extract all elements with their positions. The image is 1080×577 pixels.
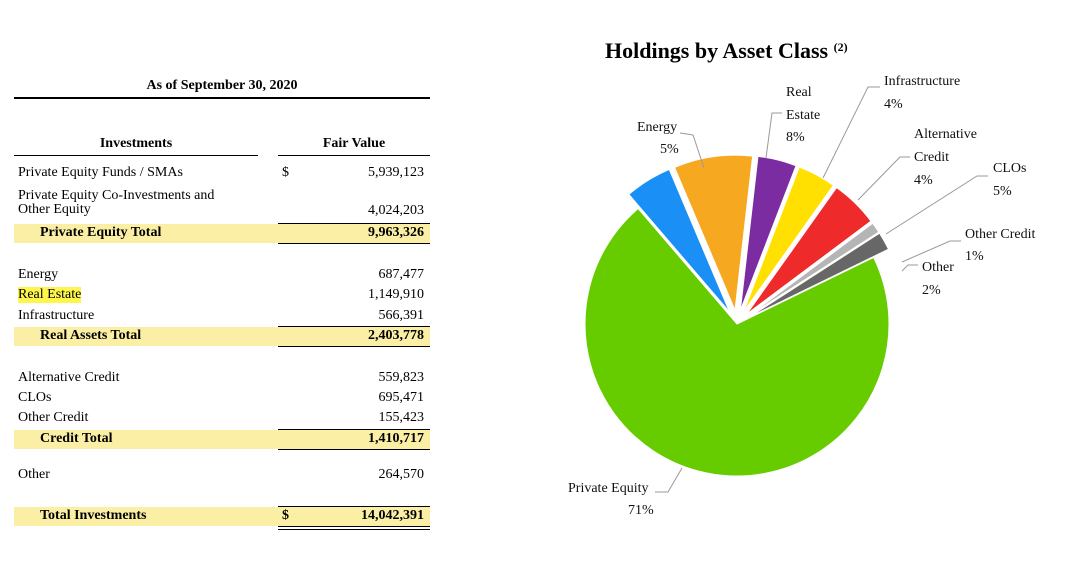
pie-slice-private-equity <box>584 207 890 477</box>
chart-title-footnote: (2) <box>833 40 848 54</box>
label-infrastructure-percent: 4% <box>884 97 903 112</box>
chart-title-text: Holdings by Asset Class <box>605 38 829 63</box>
total-rule <box>278 346 430 347</box>
chart-title: Holdings by Asset Class (2) <box>605 38 848 64</box>
row-label-line1: Private Equity Co-Investments and <box>18 188 215 203</box>
holdings-table: As of September 30, 2020 Investments Fai… <box>0 0 440 577</box>
pie-slice-infrastructure <box>739 155 797 311</box>
row-value: 687,477 <box>378 267 425 282</box>
label-private-equity-percent: 71% <box>628 503 654 518</box>
label-infrastructure: Infrastructure <box>884 74 960 89</box>
pie-slice-alternative-credit <box>743 166 835 312</box>
row-label: CLOs <box>18 390 52 405</box>
subtotal-rule <box>278 429 430 430</box>
leader-real-estate <box>765 112 782 159</box>
total-label: Credit Total <box>40 431 113 446</box>
row-label: Energy <box>18 267 59 282</box>
label-other: Other <box>922 260 954 275</box>
label-real-estate: Real <box>786 85 812 100</box>
row-label: Infrastructure <box>18 308 95 323</box>
label-other-credit-percent: 1% <box>965 249 984 264</box>
label-energy-percent: 5% <box>660 142 679 157</box>
real-assets-total-row: Real Assets Total 2,403,778 <box>14 326 430 347</box>
leader-other <box>901 264 918 272</box>
pie-chart-svg: Private Equity 71% Energy 5% Real Estate 8% Inf… <box>568 74 1035 518</box>
total-value: 1,410,717 <box>368 431 424 446</box>
header-rule <box>14 97 430 99</box>
pie-slice-clos <box>746 186 872 315</box>
currency-symbol: $ <box>282 165 289 180</box>
investments-header: Investments <box>99 136 173 151</box>
row-label: Private Equity Co-Investments and Other E… <box>18 189 214 217</box>
label-alternative-credit: Alternative <box>914 127 977 142</box>
label-other-credit: Other Credit <box>965 227 1035 242</box>
label-real-estate-percent: 8% <box>786 130 805 145</box>
total-value: 2,403,778 <box>368 328 424 343</box>
double-underline-rule <box>278 529 430 530</box>
pie-slice-other-credit <box>748 222 880 317</box>
total-rule <box>278 449 430 450</box>
pie-slice-other <box>748 232 890 318</box>
leader-other-credit <box>901 240 961 263</box>
row-value: 695,471 <box>378 390 425 405</box>
pie-slice-energy <box>628 168 731 313</box>
label-clos-percent: 5% <box>993 184 1012 199</box>
row-value: 1,149,910 <box>368 287 424 302</box>
investments-header-rule <box>14 155 258 156</box>
row-value: 264,570 <box>378 467 425 482</box>
row-value: 4,024,203 <box>368 203 424 218</box>
total-rule <box>278 243 430 244</box>
row-value: 566,391 <box>378 308 425 323</box>
leader-private-equity <box>655 467 683 493</box>
label-clos: CLOs <box>993 161 1026 176</box>
row-label: Private Equity Funds / SMAs <box>18 165 183 180</box>
row-value: 559,823 <box>378 370 425 385</box>
total-value: 9,963,326 <box>368 225 424 240</box>
total-label: Real Assets Total <box>40 328 142 343</box>
pie-slice-real-estate <box>673 154 754 313</box>
label-private-equity: Private Equity <box>568 481 649 496</box>
label-energy: Energy <box>637 120 677 135</box>
private-equity-total-row: Private Equity Total 9,963,326 <box>14 223 430 244</box>
table-row: Private Equity Co-Investments and Other E… <box>14 189 430 219</box>
row-value: 155,423 <box>378 410 425 425</box>
leader-clos <box>885 175 988 235</box>
row-label: Other Credit <box>18 410 89 425</box>
row-label-line2: Other Equity <box>18 202 91 217</box>
label-alternative-credit-percent: 4% <box>914 173 933 188</box>
total-label: Private Equity Total <box>40 225 162 240</box>
label-real-estate-2: Estate <box>786 108 820 123</box>
total-rule <box>278 526 430 527</box>
row-label: Alternative Credit <box>18 370 120 385</box>
leader-alternative-credit <box>857 156 910 201</box>
row-label: Real Estate <box>18 287 82 303</box>
holdings-pie-chart: Holdings by Asset Class (2) Private Equi… <box>540 0 1080 577</box>
as-of-date: As of September 30, 2020 <box>146 78 298 93</box>
subtotal-rule <box>278 326 430 327</box>
currency-symbol: $ <box>282 508 289 523</box>
row-label: Other <box>18 467 50 482</box>
subtotal-rule <box>278 506 430 507</box>
credit-total-row: Credit Total 1,410,717 <box>14 429 430 450</box>
subtotal-rule <box>278 223 430 224</box>
leader-infrastructure <box>822 86 880 179</box>
total-label: Total Investments <box>40 508 147 523</box>
label-other-percent: 2% <box>922 283 941 298</box>
label-alternative-credit-2: Credit <box>914 150 949 165</box>
fair-value-header-rule <box>278 155 430 156</box>
total-value: 14,042,391 <box>361 508 424 523</box>
total-investments-row: Total Investments $ 14,042,391 <box>14 506 430 530</box>
fair-value-header: Fair Value <box>322 136 386 151</box>
row-value: 5,939,123 <box>368 165 424 180</box>
leader-energy <box>679 132 705 169</box>
